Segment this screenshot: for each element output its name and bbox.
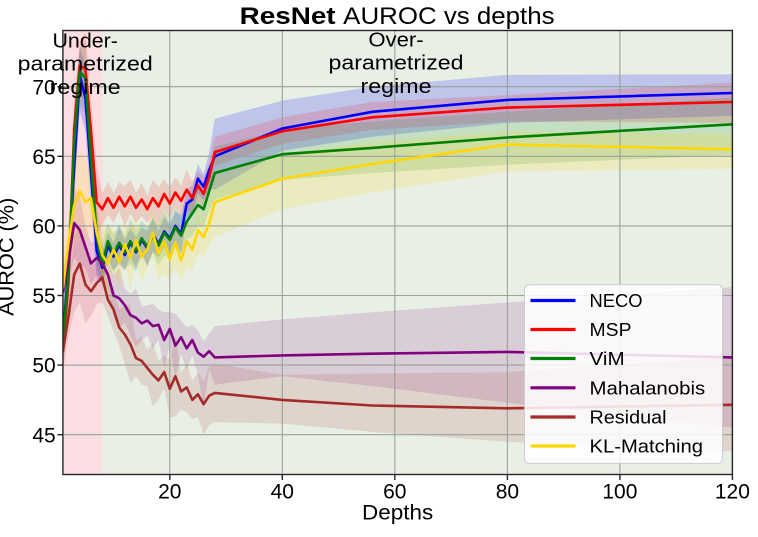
svg-text:60: 60 (32, 216, 55, 239)
svg-text:Under-: Under- (52, 29, 117, 52)
svg-text:Over-: Over- (368, 29, 423, 52)
svg-text:40: 40 (271, 481, 294, 504)
svg-text:MSP: MSP (590, 320, 632, 340)
svg-text:120: 120 (715, 481, 750, 504)
svg-text:KL-Matching: KL-Matching (590, 437, 704, 457)
svg-text:AUROC (%): AUROC (%) (0, 198, 19, 316)
svg-text:ResNet: ResNet (240, 3, 336, 30)
svg-text:parametrized: parametrized (18, 53, 153, 76)
svg-text:regime: regime (50, 76, 121, 99)
svg-text:50: 50 (32, 355, 55, 378)
svg-text:regime: regime (361, 75, 432, 98)
svg-text:80: 80 (496, 481, 519, 504)
svg-text:Residual: Residual (590, 408, 667, 428)
svg-text:60: 60 (383, 481, 406, 504)
svg-text:Mahalanobis: Mahalanobis (590, 378, 706, 398)
svg-text:55: 55 (32, 285, 55, 308)
svg-text:parametrized: parametrized (329, 52, 464, 75)
svg-text:100: 100 (602, 481, 637, 504)
svg-text:70: 70 (32, 76, 55, 99)
svg-text:AUROC vs depths: AUROC vs depths (343, 3, 554, 30)
svg-text:NECO: NECO (590, 291, 643, 311)
svg-text:45: 45 (32, 424, 55, 447)
svg-text:Depths: Depths (362, 502, 433, 525)
svg-text:65: 65 (32, 146, 55, 169)
svg-text:ViM: ViM (590, 349, 625, 369)
svg-text:20: 20 (158, 481, 181, 504)
